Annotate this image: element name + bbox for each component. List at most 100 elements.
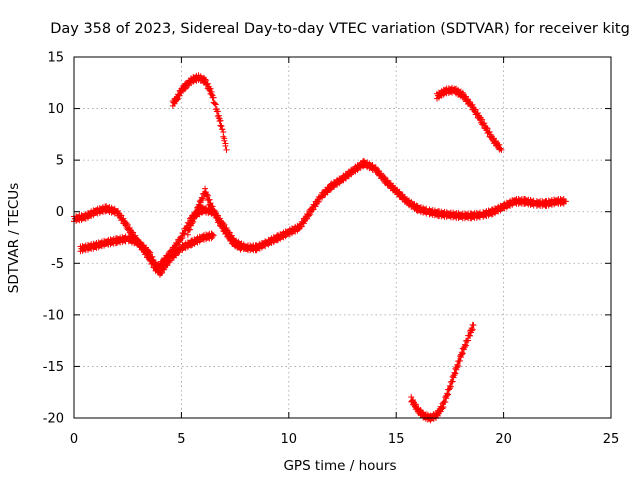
data-point — [219, 126, 226, 133]
data-point — [209, 233, 216, 240]
data-point — [444, 390, 451, 397]
data-point — [224, 229, 231, 236]
data-point — [440, 403, 447, 410]
series-3 — [169, 72, 230, 153]
data-point — [446, 382, 453, 389]
data-point — [204, 80, 211, 87]
series-5 — [408, 321, 477, 424]
data-point — [222, 140, 229, 147]
y-axis-label: SDTVAR / TECUs — [6, 183, 22, 293]
data-point — [211, 209, 218, 216]
data-point — [159, 269, 166, 276]
y-tick-label: -20 — [43, 412, 64, 427]
data-point — [483, 124, 490, 131]
chart-title: Day 358 of 2023, Sidereal Day-to-day VTE… — [50, 21, 630, 37]
data-point — [463, 342, 470, 349]
x-tick-label: 15 — [388, 432, 405, 447]
data-point — [199, 195, 206, 202]
data-point — [217, 218, 224, 225]
series-1 — [77, 230, 217, 278]
data-point — [197, 199, 204, 206]
x-tick-label: 25 — [603, 432, 620, 447]
data-point — [562, 198, 569, 205]
data-point — [298, 223, 305, 230]
data-point — [191, 212, 198, 219]
axis-ticks — [73, 56, 612, 419]
data-point — [486, 128, 493, 135]
data-point — [223, 146, 230, 153]
data-point — [202, 76, 209, 83]
data-point — [474, 109, 481, 116]
data-point — [410, 396, 417, 403]
data-point — [219, 222, 226, 229]
data-point — [115, 207, 122, 214]
data-point — [262, 243, 269, 250]
data-point — [146, 248, 153, 255]
y-tick-label: -5 — [51, 257, 64, 272]
tick-labels: 0 5 10 15 20 25 -20 -15 -10 -5 0 5 10 15 — [43, 51, 620, 448]
data-point — [154, 264, 161, 271]
data-point — [214, 108, 221, 115]
data-point — [304, 215, 311, 222]
data-point — [469, 326, 476, 333]
data-point — [164, 262, 171, 269]
data-point — [120, 215, 127, 222]
data-point — [450, 374, 457, 381]
data-point — [455, 362, 462, 369]
data-point — [453, 366, 460, 373]
data-point — [457, 354, 464, 361]
data-point — [126, 224, 133, 231]
x-tick-label: 5 — [177, 432, 185, 447]
y-tick-label: -10 — [43, 308, 64, 323]
data-point — [202, 185, 209, 192]
data-point — [238, 244, 245, 251]
data-point — [469, 101, 476, 108]
data-point — [212, 101, 219, 108]
data-point — [188, 242, 195, 249]
x-axis-label: GPS time / hours — [283, 458, 396, 474]
data-point — [217, 122, 224, 129]
y-tick-label: -15 — [43, 360, 64, 375]
data-points — [71, 72, 569, 424]
data-point — [452, 370, 459, 377]
series-4 — [434, 84, 505, 153]
data-point — [481, 120, 488, 127]
data-point — [188, 222, 195, 229]
data-point — [206, 85, 213, 92]
data-point — [151, 259, 158, 266]
data-point — [184, 231, 191, 238]
data-point — [273, 237, 280, 244]
x-tick-label: 20 — [495, 432, 512, 447]
data-point — [149, 253, 156, 260]
y-tick-label: 10 — [47, 102, 64, 117]
data-point — [327, 186, 334, 193]
plot-border — [73, 56, 612, 419]
data-point — [208, 91, 215, 98]
x-tick-label: 0 — [70, 432, 78, 447]
data-point — [221, 137, 228, 144]
data-point — [498, 146, 505, 153]
data-point — [174, 96, 181, 103]
data-point — [192, 214, 199, 221]
data-point — [220, 128, 227, 135]
data-point — [179, 234, 186, 241]
data-point — [176, 249, 183, 256]
data-point — [461, 341, 468, 348]
data-point — [443, 395, 450, 402]
data-point — [445, 391, 452, 398]
data-point — [447, 383, 454, 390]
data-point — [203, 191, 210, 198]
data-point — [470, 322, 477, 329]
data-point — [228, 235, 235, 242]
data-point — [315, 198, 322, 205]
data-point — [454, 361, 461, 368]
data-point — [190, 218, 197, 225]
y-tick-label: 5 — [56, 154, 64, 169]
data-point — [218, 123, 225, 130]
data-point — [206, 196, 213, 203]
data-point — [209, 203, 216, 210]
series-2 — [184, 185, 245, 253]
